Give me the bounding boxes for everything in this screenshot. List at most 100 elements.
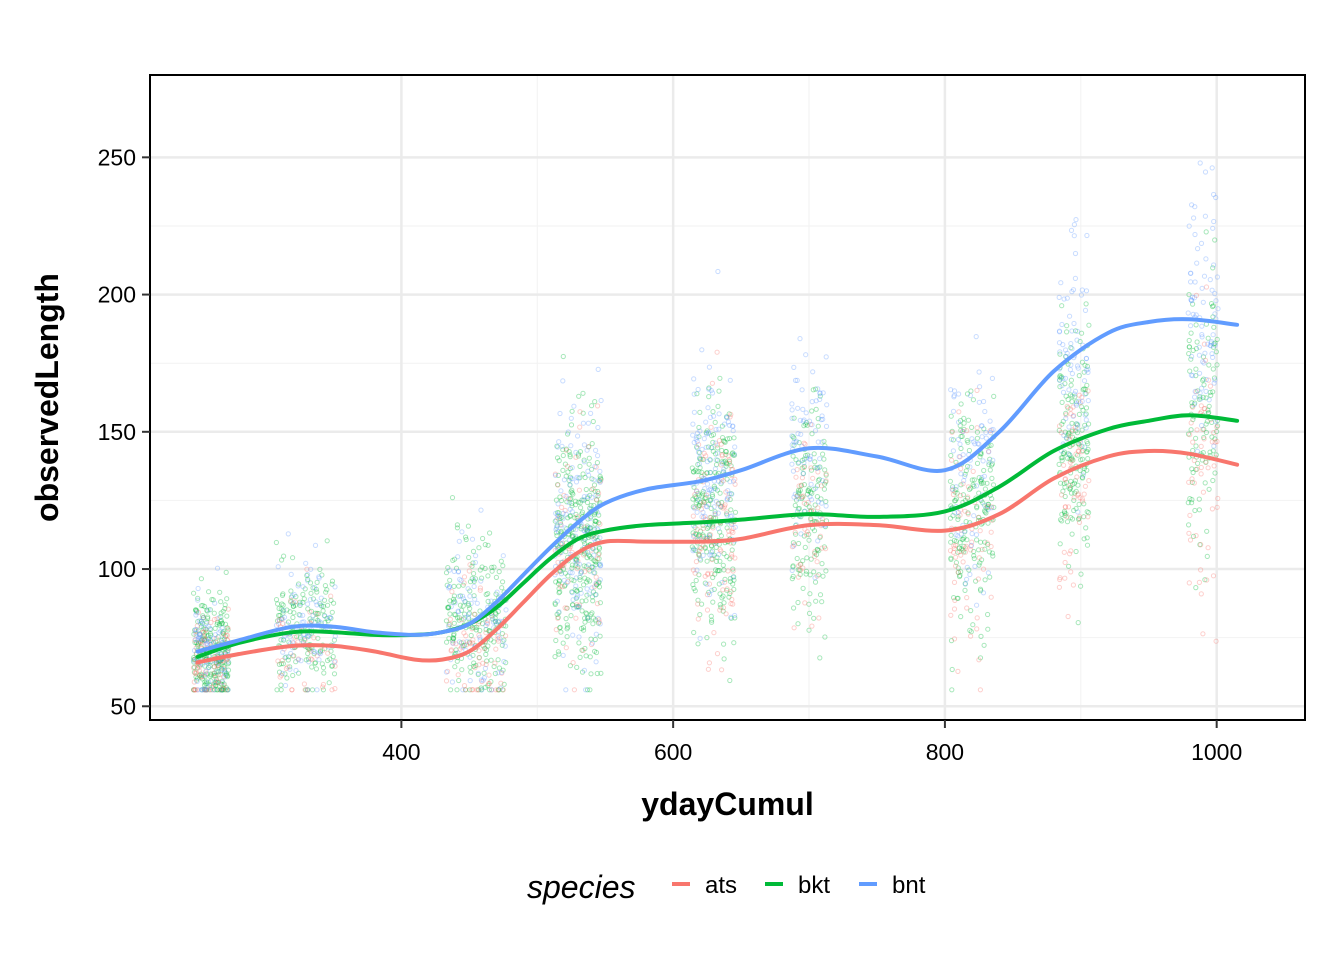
data-point-bkt bbox=[588, 611, 594, 617]
data-point-bkt bbox=[581, 627, 587, 633]
data-point-bkt bbox=[468, 632, 474, 639]
data-point-bnt bbox=[306, 659, 312, 665]
data-point-bkt bbox=[1193, 373, 1199, 379]
data-point-bkt bbox=[813, 552, 820, 558]
data-point-bkt bbox=[579, 598, 585, 604]
data-point-bkt bbox=[795, 487, 802, 493]
data-point-bnt bbox=[803, 410, 809, 416]
data-point-bkt bbox=[568, 422, 575, 428]
data-point-bkt bbox=[976, 475, 982, 481]
data-point-bnt bbox=[568, 476, 574, 482]
data-point-bnt bbox=[195, 597, 201, 603]
data-point-bnt bbox=[964, 576, 970, 582]
data-point-bkt bbox=[730, 452, 736, 458]
data-point-bkt bbox=[799, 494, 806, 500]
data-point-bnt bbox=[704, 581, 710, 587]
data-point-bkt bbox=[586, 461, 592, 467]
data-point-bkt bbox=[1058, 480, 1064, 486]
data-point-bkt bbox=[222, 687, 228, 693]
data-point-bnt bbox=[314, 687, 320, 693]
data-point-bkt bbox=[1192, 400, 1198, 406]
data-point-bkt bbox=[697, 450, 703, 456]
data-point-bnt bbox=[483, 623, 489, 629]
data-point-bkt bbox=[821, 438, 827, 444]
data-point-bkt bbox=[968, 388, 974, 394]
data-point-bnt bbox=[979, 423, 985, 429]
data-point-bkt bbox=[589, 487, 595, 493]
data-point-bkt bbox=[1057, 517, 1064, 523]
data-point-bkt bbox=[223, 672, 229, 679]
data-point-bkt bbox=[297, 635, 303, 641]
data-point-bnt bbox=[715, 510, 721, 516]
data-point-bnt bbox=[314, 602, 320, 608]
data-point-ats bbox=[462, 687, 469, 693]
data-point-bnt bbox=[713, 457, 719, 463]
data-point-bnt bbox=[575, 604, 581, 610]
x-axis-title: ydayCumul bbox=[641, 786, 813, 822]
data-point-bkt bbox=[451, 631, 457, 637]
data-point-bkt bbox=[721, 656, 727, 662]
legend: species ats bkt bnt bbox=[527, 869, 926, 905]
data-point-bkt bbox=[483, 626, 489, 633]
data-point-bkt bbox=[583, 526, 589, 532]
data-point-bkt bbox=[562, 583, 568, 589]
data-point-bkt bbox=[574, 515, 580, 521]
data-point-bkt bbox=[446, 604, 452, 610]
data-point-bnt bbox=[815, 386, 821, 392]
data-point-ats bbox=[705, 666, 712, 672]
data-point-bkt bbox=[453, 647, 459, 653]
data-point-bkt bbox=[1078, 404, 1085, 410]
data-point-bkt bbox=[580, 410, 586, 416]
data-point-bkt bbox=[317, 648, 323, 654]
data-point-ats bbox=[730, 525, 736, 532]
data-point-bkt bbox=[801, 533, 807, 539]
data-point-bnt bbox=[332, 584, 338, 590]
data-point-bnt bbox=[790, 468, 797, 474]
data-point-bnt bbox=[281, 614, 288, 620]
x-tick-label: 400 bbox=[382, 739, 420, 765]
data-point-bkt bbox=[707, 498, 713, 504]
data-point-bnt bbox=[214, 565, 221, 571]
data-point-ats bbox=[988, 594, 994, 600]
data-point-bkt bbox=[718, 481, 724, 487]
data-point-ats bbox=[1059, 492, 1065, 498]
data-point-bnt bbox=[225, 658, 231, 664]
data-point-bnt bbox=[1188, 297, 1194, 303]
data-point-bnt bbox=[446, 585, 452, 591]
data-point-ats bbox=[580, 647, 586, 654]
data-point-bnt bbox=[275, 564, 281, 570]
data-point-bkt bbox=[463, 534, 469, 540]
data-point-bkt bbox=[1068, 382, 1074, 388]
data-point-bnt bbox=[573, 449, 579, 455]
data-point-bkt bbox=[482, 684, 488, 690]
data-point-bkt bbox=[285, 619, 292, 625]
data-point-bnt bbox=[195, 687, 201, 693]
data-point-bkt bbox=[821, 544, 828, 550]
data-point-bnt bbox=[555, 512, 561, 518]
data-point-bkt bbox=[727, 435, 733, 442]
data-point-bkt bbox=[447, 611, 453, 617]
data-point-bnt bbox=[570, 632, 576, 638]
data-point-bkt bbox=[220, 631, 226, 637]
data-point-bkt bbox=[488, 657, 494, 663]
data-point-bnt bbox=[195, 635, 202, 641]
data-point-bkt bbox=[691, 585, 697, 592]
data-point-bnt bbox=[580, 497, 586, 503]
data-point-bkt bbox=[696, 532, 702, 538]
data-point-ats bbox=[450, 640, 456, 646]
data-point-bkt bbox=[200, 636, 207, 642]
data-point-bkt bbox=[822, 481, 828, 487]
data-point-bnt bbox=[729, 513, 735, 519]
data-point-bnt bbox=[960, 428, 966, 435]
data-point-bkt bbox=[475, 671, 481, 678]
data-point-bnt bbox=[703, 419, 709, 425]
data-point-bnt bbox=[1082, 444, 1088, 450]
data-point-bnt bbox=[1064, 350, 1070, 356]
data-point-bkt bbox=[582, 474, 588, 481]
data-point-bkt bbox=[205, 633, 211, 639]
data-point-bkt bbox=[579, 497, 585, 503]
data-point-bkt bbox=[808, 515, 814, 522]
data-point-bkt bbox=[1197, 394, 1203, 400]
data-point-bkt bbox=[195, 640, 202, 646]
data-point-bkt bbox=[589, 441, 595, 447]
